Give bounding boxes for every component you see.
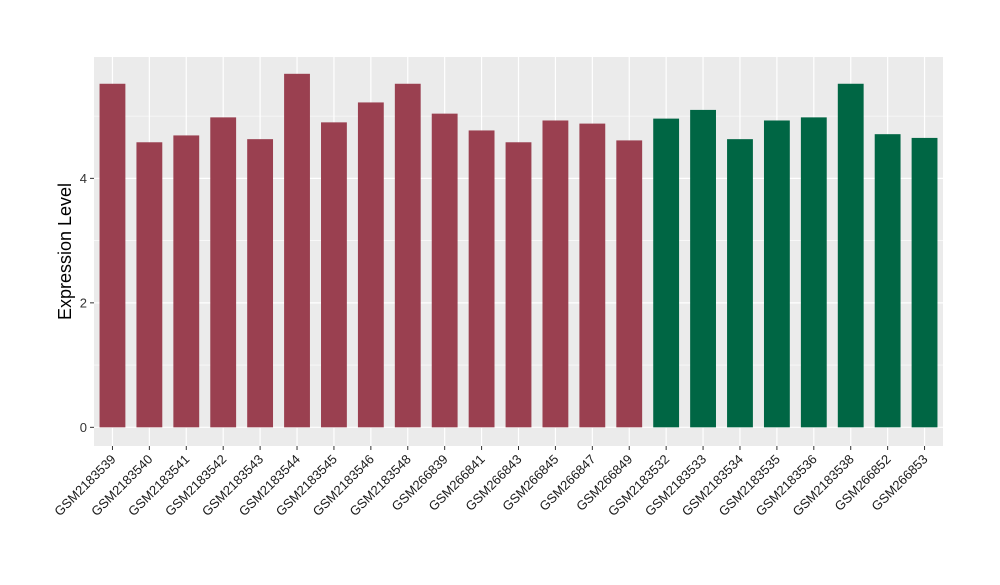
bar-GSM266841 — [468, 130, 495, 428]
bar-GSM266853 — [911, 137, 938, 428]
bar-GSM2183545 — [321, 122, 347, 428]
bar-GSM2183532 — [653, 118, 680, 428]
bar-GSM266849 — [616, 140, 643, 428]
bar-GSM2183546 — [357, 102, 384, 428]
bar-GSM2183542 — [210, 117, 237, 428]
bar-GSM2183539 — [99, 83, 126, 428]
bar-GSM2183540 — [136, 142, 163, 428]
bar-GSM2183534 — [727, 139, 753, 428]
y-tick-label: 4 — [80, 171, 87, 186]
y-tick-label: 2 — [80, 295, 87, 310]
bar-GSM266852 — [874, 134, 901, 428]
y-tick-label: 0 — [80, 420, 87, 435]
bar-GSM266845 — [542, 120, 569, 428]
bar-GSM2183536 — [800, 117, 827, 428]
bar-GSM2183548 — [394, 83, 421, 428]
y-axis-title: Expression Level — [55, 183, 75, 320]
bar-GSM2183535 — [763, 120, 790, 428]
bar-GSM2183533 — [690, 109, 716, 428]
bar-GSM266847 — [579, 123, 606, 428]
bars — [99, 73, 938, 428]
bar-GSM2183543 — [247, 139, 274, 428]
bar-GSM2183541 — [173, 135, 200, 428]
bar-GSM266843 — [505, 142, 532, 428]
bar-GSM266839 — [431, 113, 458, 428]
bar-GSM2183544 — [284, 73, 310, 428]
bar-GSM2183538 — [837, 83, 864, 428]
